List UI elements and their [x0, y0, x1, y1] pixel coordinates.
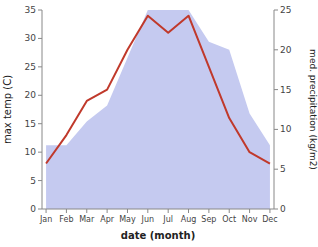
- y2-tick-label: 0: [280, 204, 286, 214]
- x-tick-label: Jun: [141, 215, 155, 224]
- y-tick-label: 0: [30, 204, 36, 214]
- y-tick-label: 25: [25, 62, 36, 72]
- marks: [46, 10, 270, 209]
- x-tick-label: May: [119, 215, 136, 224]
- y2-tick: [274, 89, 278, 90]
- y-tick: [38, 180, 42, 181]
- y-tick: [38, 95, 42, 96]
- y-tick-label: 15: [25, 119, 36, 129]
- y-tick: [38, 152, 42, 153]
- y2-axis-label: med. precipitation (kg/m2): [308, 49, 318, 170]
- y-tick-label: 30: [25, 33, 37, 43]
- x-tick: [107, 209, 108, 213]
- x-tick: [249, 209, 250, 213]
- y-tick-label: 20: [25, 90, 37, 100]
- x-tick: [66, 209, 67, 213]
- y2-tick-label: 25: [280, 5, 291, 15]
- x-tick: [168, 209, 169, 213]
- x-axis-label: date (month): [121, 230, 195, 241]
- x-tick: [147, 209, 148, 213]
- y2-tick: [274, 10, 278, 11]
- y-axis-label: max temp (C): [2, 75, 13, 144]
- y2-tick: [274, 169, 278, 170]
- y2-tick-label: 10: [280, 124, 292, 134]
- x-tick-label: Sep: [201, 215, 216, 224]
- temperature-line: [46, 16, 270, 164]
- x-tick: [86, 209, 87, 213]
- y-tick: [38, 209, 42, 210]
- y2-tick: [274, 209, 278, 210]
- x-tick-label: Jul: [162, 215, 173, 224]
- y-axis: [42, 10, 43, 209]
- x-tick: [188, 209, 189, 213]
- y2-tick-label: 15: [280, 85, 291, 95]
- y-tick: [38, 123, 42, 124]
- y2-tick-label: 20: [280, 45, 292, 55]
- x-tick-label: Feb: [59, 215, 73, 224]
- y-tick-label: 10: [25, 147, 37, 157]
- precipitation-area: [46, 10, 270, 209]
- y2-tick: [274, 49, 278, 50]
- x-tick: [127, 209, 128, 213]
- y2-tick-label: 5: [280, 164, 286, 174]
- x-axis: [42, 209, 274, 210]
- y-tick: [38, 38, 42, 39]
- x-tick-label: Oct: [222, 215, 236, 224]
- x-tick-label: Jan: [39, 215, 52, 224]
- chart: 0 5 10 15 20 25 30 35 0 5 10 15 20 25 Jan Feb Mar Apr May J…: [0, 0, 318, 247]
- x-tick: [46, 209, 47, 213]
- y-tick: [38, 66, 42, 67]
- x-tick: [229, 209, 230, 213]
- y-tick-label: 35: [25, 5, 36, 15]
- y-tick: [38, 10, 42, 11]
- y2-axis: [274, 10, 275, 209]
- x-tick-label: Nov: [242, 215, 258, 224]
- x-tick-label: Mar: [79, 215, 95, 224]
- x-tick: [269, 209, 270, 213]
- y-tick-label: 5: [30, 176, 36, 186]
- x-tick: [208, 209, 209, 213]
- x-tick-label: Dec: [262, 215, 277, 224]
- y2-tick: [274, 129, 278, 130]
- x-tick-label: Apr: [100, 215, 115, 224]
- x-tick-label: Aug: [181, 215, 197, 224]
